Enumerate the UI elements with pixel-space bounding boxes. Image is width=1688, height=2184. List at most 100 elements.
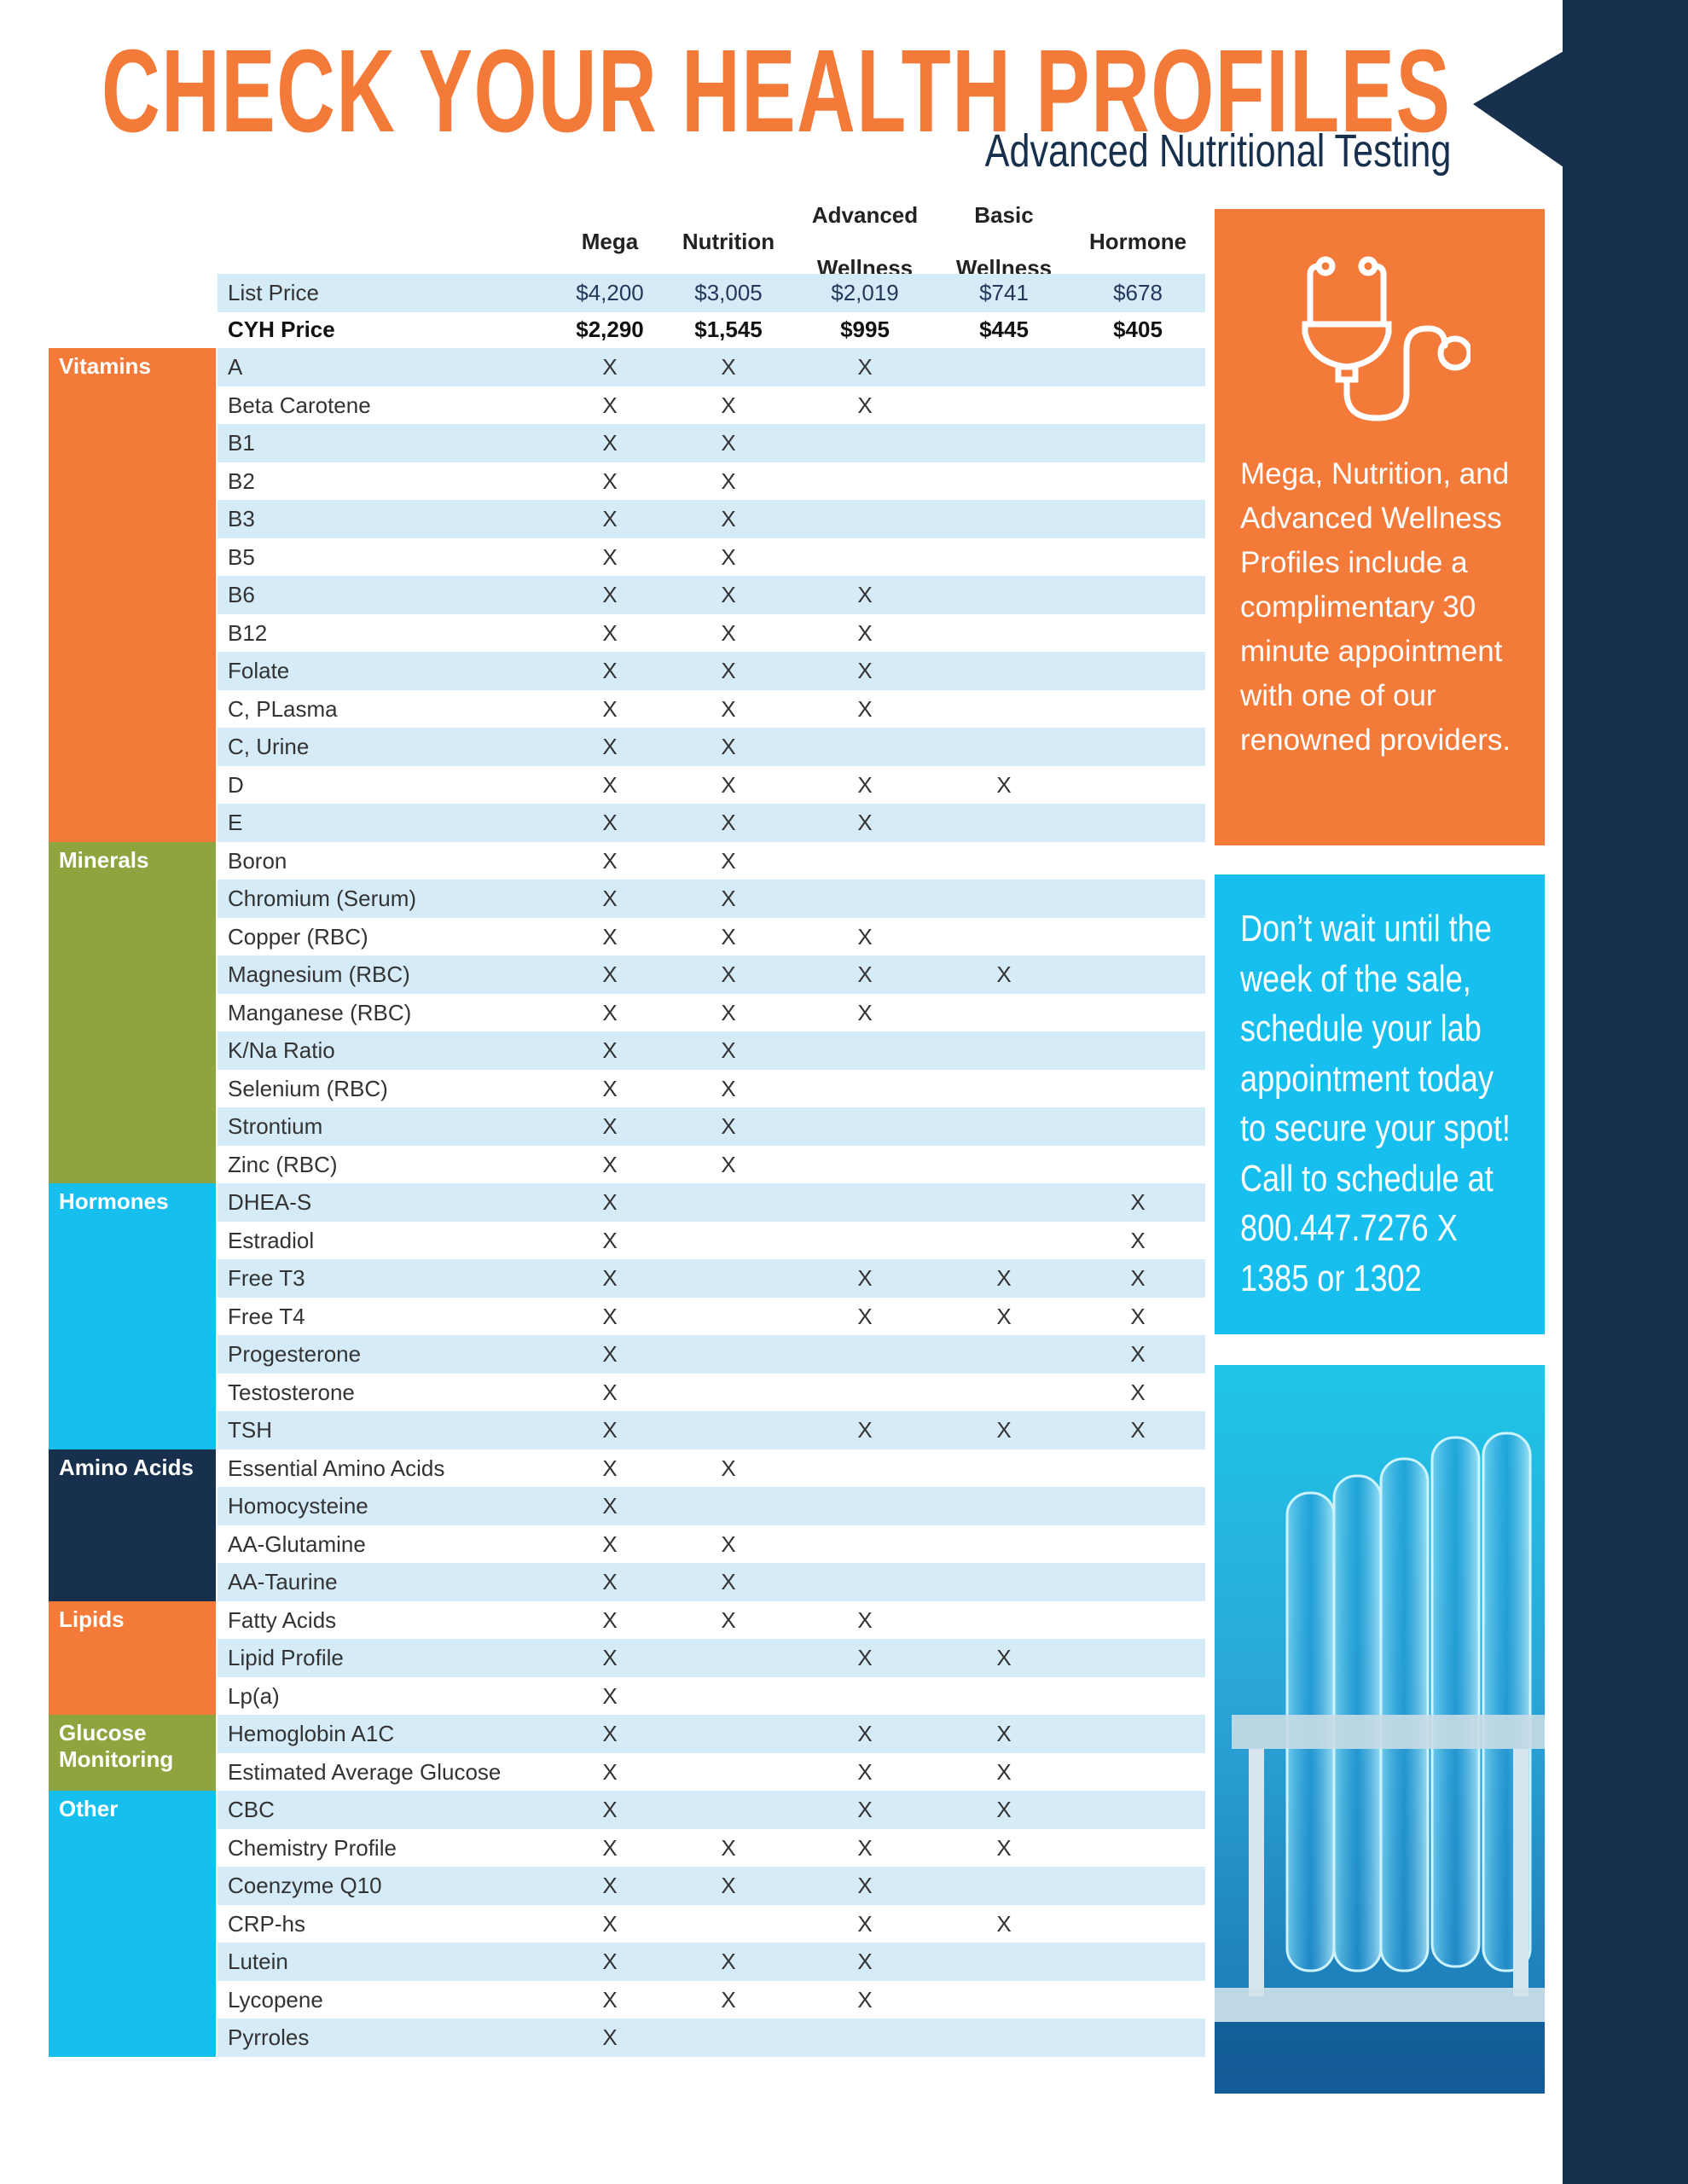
included-mark: X [857,1645,873,1670]
table-row: Strontium X X [218,1107,1205,1146]
included-mark: X [721,1075,736,1101]
table-row: Testosterone X X [218,1374,1205,1412]
table-row: C, PLasma X X X [218,690,1205,729]
test-name: Free T4 [228,1303,305,1329]
included-mark: X [857,1910,873,1937]
included-mark: X [602,1455,618,1481]
price-cell: $405 [1113,317,1163,342]
test-name: Beta Carotene [228,392,371,418]
included-mark: X [602,810,618,835]
table-row: DHEA-S X X [218,1183,1205,1222]
test-name: Progesterone [228,1341,362,1367]
table-row: B3 X X [218,500,1205,538]
included-mark: X [602,658,618,683]
included-mark: X [721,999,736,1025]
table-row: AA-Taurine X X [218,1563,1205,1601]
included-mark: X [602,1151,618,1177]
test-name: K/Na Ratio [228,1037,335,1063]
price-cell: $2,290 [576,317,644,342]
price-cell: $995 [840,317,890,342]
included-mark: X [721,430,736,456]
cta-line: 800.447.7276 X [1240,1207,1458,1249]
included-mark: X [602,923,618,950]
category-label-minerals: Minerals [49,841,216,1183]
test-name: A [228,354,243,380]
included-mark: X [721,1834,736,1861]
included-mark: X [721,658,736,683]
included-mark: X [602,468,618,494]
included-mark: X [996,1721,1012,1746]
test-name: Folate [228,658,290,683]
included-mark: X [996,961,1012,987]
included-mark: X [602,961,618,987]
included-mark: X [602,1758,618,1785]
included-mark: X [857,1303,873,1329]
table-row: Estradiol X X [218,1222,1205,1260]
table-row: AA-Glutamine X X [218,1525,1205,1564]
included-mark: X [602,1037,618,1063]
table-row: B1 X X [218,424,1205,462]
included-mark: X [602,1986,618,2013]
included-mark: X [602,1265,618,1291]
table-row: Free T4 X X X X [218,1298,1205,1336]
included-mark: X [721,1569,736,1594]
included-mark: X [857,658,873,683]
column-header: Basic Wellness [936,202,1072,281]
column-header-line: Basic [974,201,1034,228]
test-name: B5 [228,543,255,570]
table-row: CBC X X X [218,1791,1205,1829]
price-cell: $741 [979,280,1029,305]
included-mark: X [996,771,1012,798]
included-mark: X [602,695,618,722]
row-label: CYH Price [228,317,335,342]
table-row: Magnesium (RBC) X X X X [218,956,1205,994]
included-mark: X [857,1834,873,1861]
included-mark: X [857,1606,873,1633]
table-row: B2 X X [218,462,1205,501]
page-subtitle: Advanced Nutritional Testing [984,125,1451,177]
test-name: Copper (RBC) [228,923,368,950]
included-mark: X [721,1986,736,2013]
included-mark: X [602,1721,618,1746]
table-row: Lutein X X X [218,1943,1205,1981]
navy-side-band [1563,0,1688,2184]
table-row: Lycopene X X X [218,1981,1205,2019]
included-mark: X [721,543,736,570]
included-mark: X [602,1645,618,1670]
test-name: CBC [228,1797,275,1822]
included-mark: X [602,1113,618,1139]
test-name: Lipid Profile [228,1645,344,1670]
promo-line: Mega, Nutrition, and [1240,457,1510,491]
test-name: Zinc (RBC) [228,1151,338,1177]
promo-line: Advanced Wellness [1240,502,1502,535]
price-cell: $678 [1113,280,1163,305]
included-mark: X [1130,1189,1146,1215]
test-name: Pyrroles [228,2024,310,2050]
table-row: Boron X X [218,842,1205,880]
cyh-price-row: CYH Price $2,290 $1,545 $995 $445 $405 [218,311,1205,349]
table-row: TSH X X X X [218,1411,1205,1449]
table-row: Selenium (RBC) X X [218,1070,1205,1108]
price-cell: $1,545 [694,317,763,342]
included-mark: X [602,1227,618,1253]
test-name: Lp(a) [228,1682,280,1709]
included-mark: X [602,847,618,874]
test-name: C, Urine [228,734,310,759]
category-label-amino-acids: Amino Acids [49,1449,216,1601]
included-mark: X [602,1303,618,1329]
included-mark: X [721,1949,736,1974]
included-mark: X [1130,1227,1146,1253]
cta-line: week of the sale, [1240,957,1471,1000]
test-name: Fatty Acids [228,1606,337,1633]
included-mark: X [721,392,736,418]
table-row: Manganese (RBC) X X X [218,994,1205,1032]
included-mark: X [602,1379,618,1405]
included-mark: X [721,468,736,494]
test-name: Selenium (RBC) [228,1075,388,1101]
table-row: Copper (RBC) X X X [218,918,1205,956]
included-mark: X [1130,1303,1146,1329]
test-name: Hemoglobin A1C [228,1721,395,1746]
included-mark: X [996,1797,1012,1822]
included-mark: X [1130,1265,1146,1291]
